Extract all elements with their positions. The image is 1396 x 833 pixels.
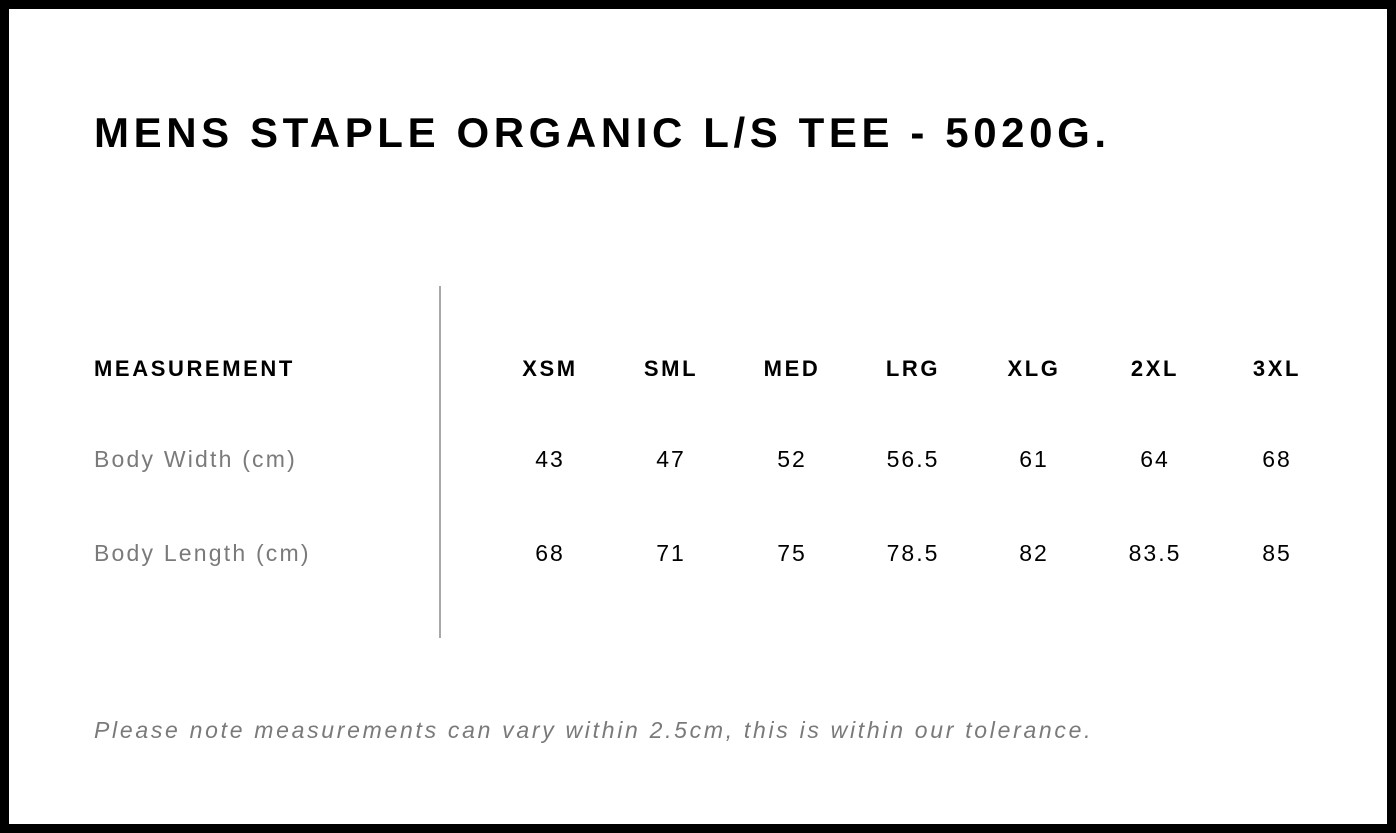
table-cell: 71 [656, 540, 686, 566]
row-label: Body Length (cm) [94, 540, 311, 566]
table-cell: 43 [535, 446, 565, 472]
tolerance-note: Please note measurements can vary within… [94, 717, 1094, 743]
table-cell: 64 [1140, 446, 1170, 472]
table-cell: 68 [1262, 446, 1292, 472]
table-cell: 75 [777, 540, 807, 566]
table-cell: 52 [777, 446, 807, 472]
size-header-med: MED [763, 356, 821, 381]
size-header-sml: SML [643, 356, 699, 381]
size-header-xsm: XSM [522, 356, 578, 381]
table-cell: 61 [1019, 446, 1049, 472]
size-header-3xl: 3XL [1252, 356, 1302, 381]
column-divider [439, 286, 441, 638]
table-cell: 82 [1019, 540, 1049, 566]
table-cell: 47 [656, 446, 686, 472]
table-cell: 85 [1262, 540, 1292, 566]
table-cell: 78.5 [886, 540, 940, 566]
table-cell: 68 [535, 540, 565, 566]
size-header-2xl: 2XL [1130, 356, 1180, 381]
size-header-lrg: LRG [885, 356, 941, 381]
row-label: Body Width (cm) [94, 446, 297, 472]
table-cell: 83.5 [1128, 540, 1182, 566]
size-header-xlg: XLG [1007, 356, 1061, 381]
table-cell: 56.5 [886, 446, 940, 472]
size-chart-card: MENS STAPLE ORGANIC L/S TEE - 5020G. MEA… [9, 9, 1387, 824]
measurement-header: MEASUREMENT [94, 356, 295, 381]
page-title: MENS STAPLE ORGANIC L/S TEE - 5020G. [94, 109, 1111, 156]
